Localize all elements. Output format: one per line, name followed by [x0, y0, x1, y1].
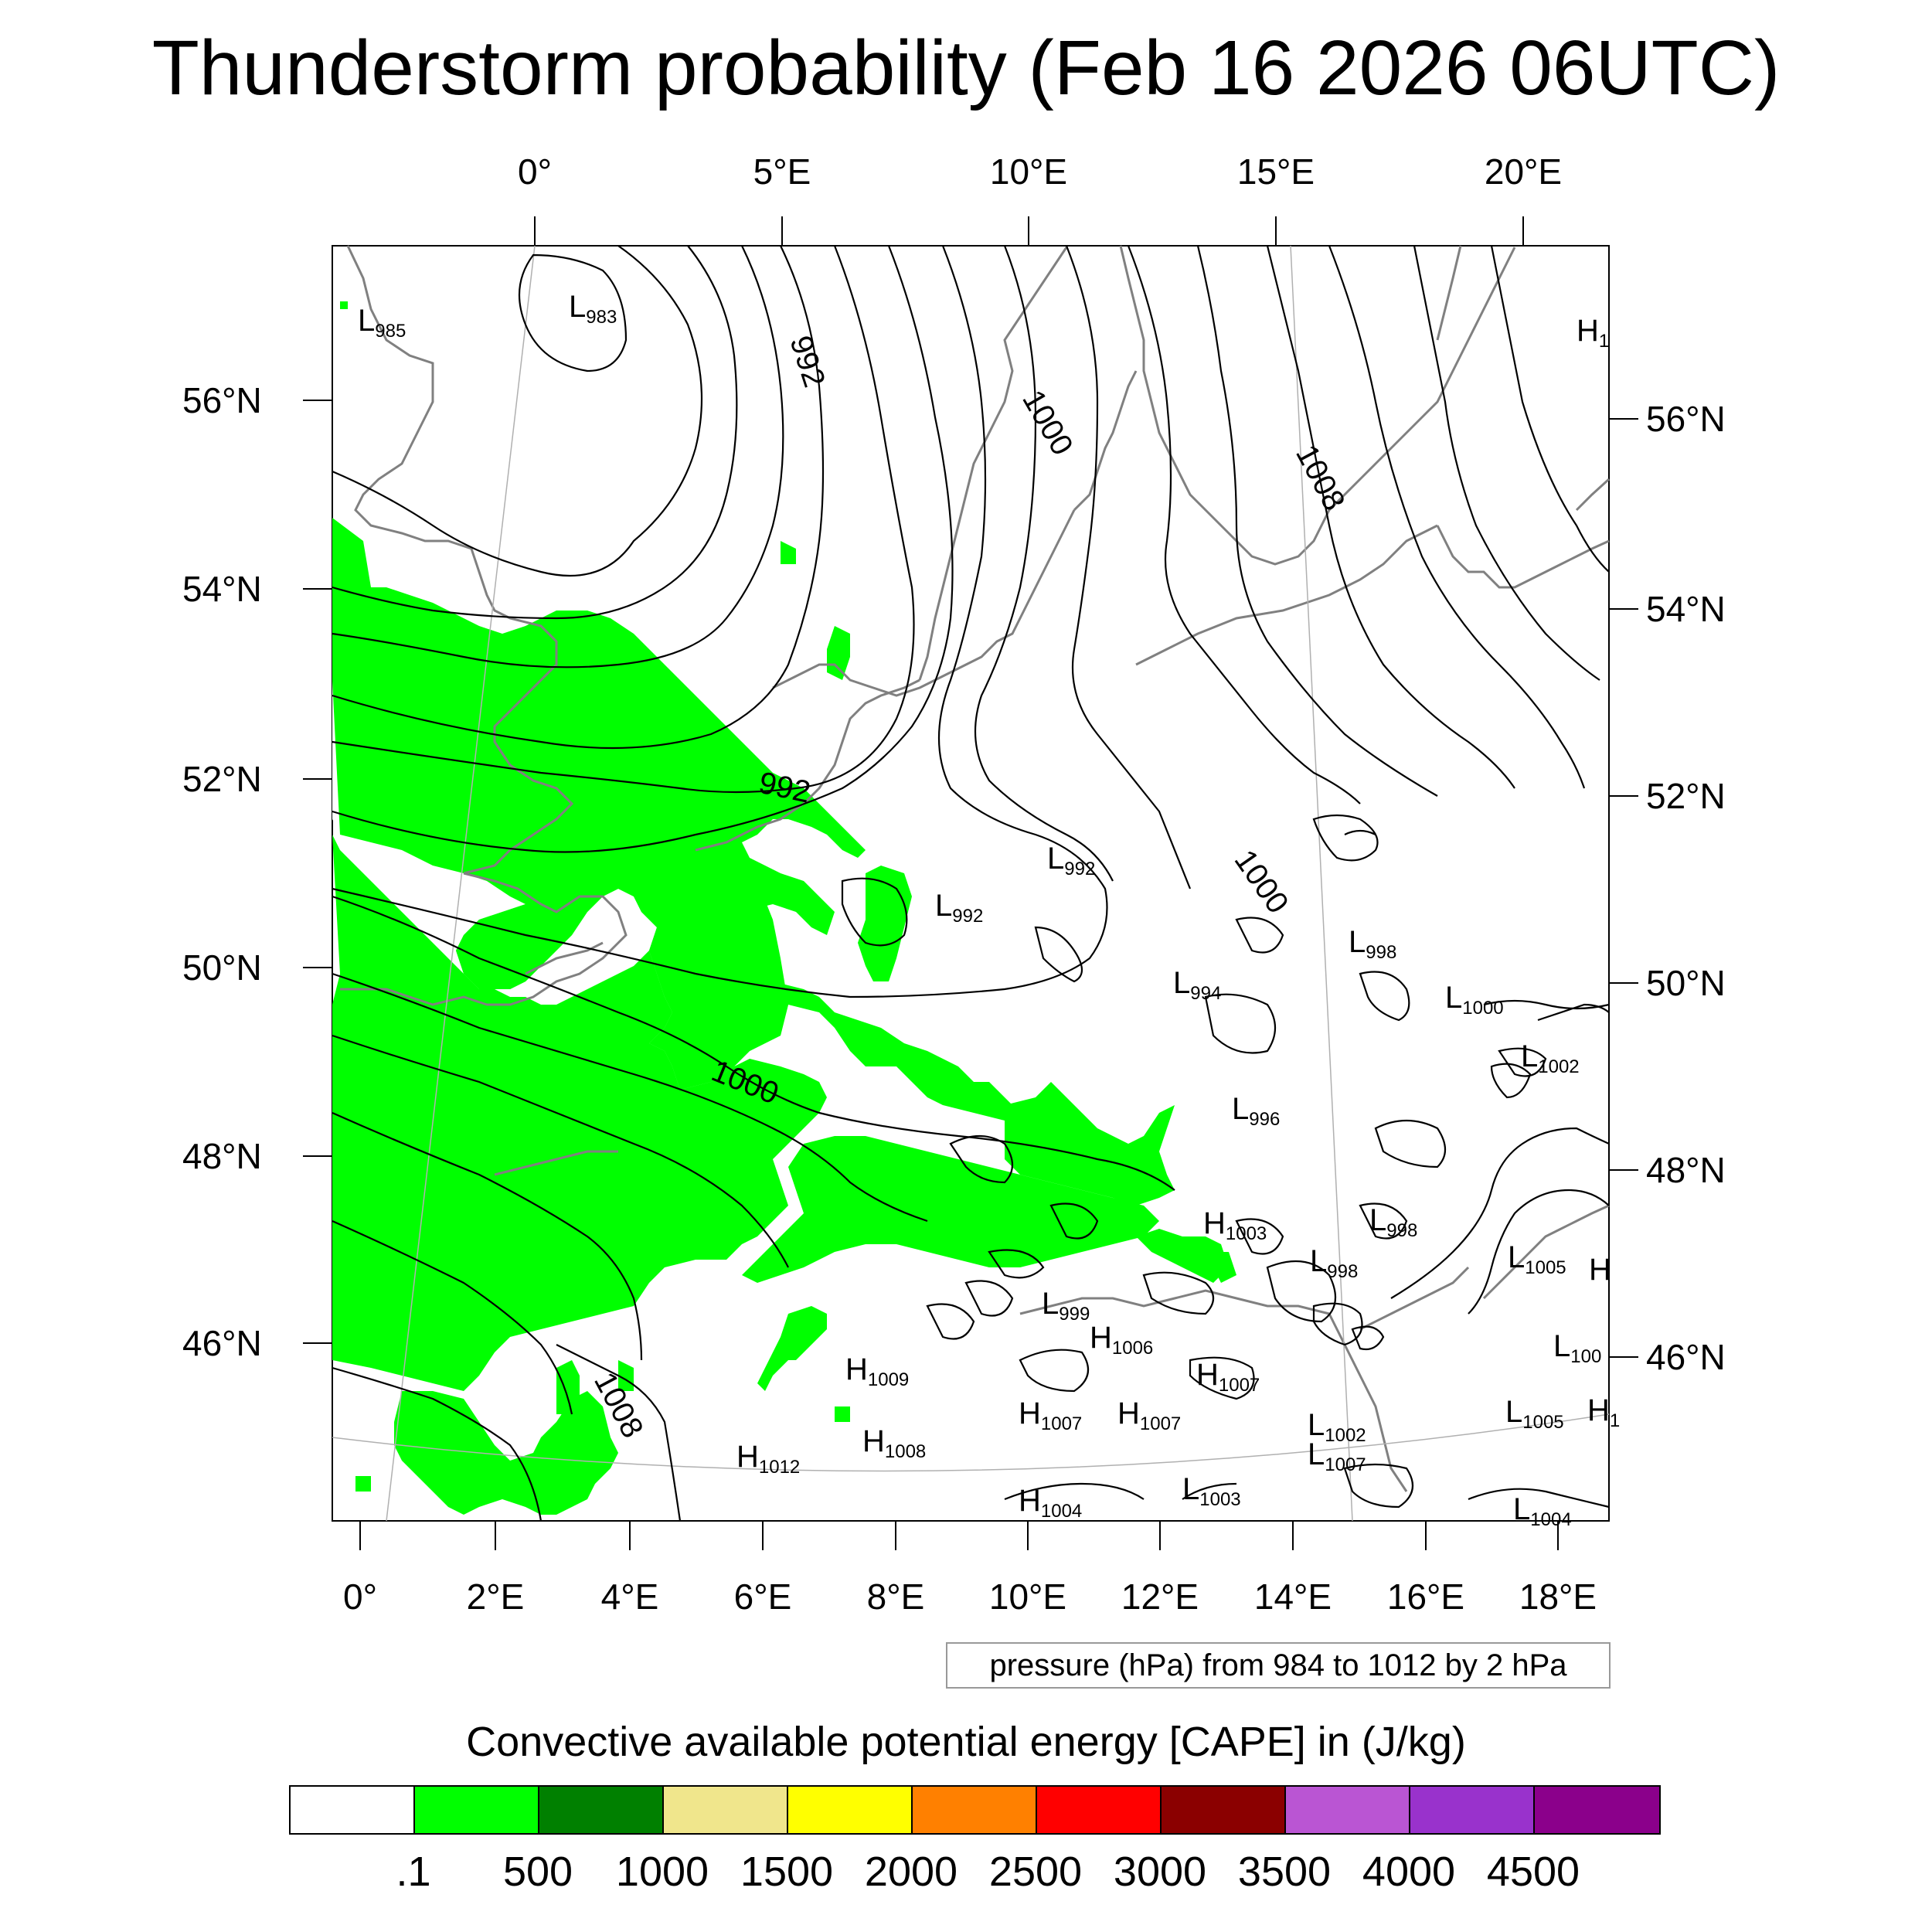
bottom-lon-label: 16°E [1386, 1577, 1465, 1617]
top-lon-label: 0° [518, 151, 552, 192]
pressure-label: L100 [1553, 1329, 1601, 1367]
colorbar [289, 1785, 1661, 1835]
colorbar-label: .1 [396, 1849, 431, 1895]
bottom-lon-label: 4°E [600, 1577, 659, 1617]
colorbar-label: 4000 [1362, 1849, 1456, 1895]
bottom-lon-label: 12°E [1121, 1577, 1199, 1617]
colorbar-swatch [913, 1787, 1037, 1833]
axis-ticks [303, 216, 1638, 1550]
left-lat-label: 54°N [182, 569, 262, 609]
colorbar-swatch [1162, 1787, 1286, 1833]
cape-shading [332, 301, 1236, 1515]
chart-title: Thunderstorm probability (Feb 16 2026 06… [151, 25, 1781, 111]
pressure-label: H1 [1577, 314, 1609, 352]
contour-legend: pressure (hPa) from 984 to 1012 by 2 hPa [946, 1642, 1611, 1689]
graticule [332, 245, 1610, 1522]
pressure-label: H1006 [1090, 1321, 1153, 1359]
colorbar-swatch [291, 1787, 415, 1833]
coastlines [340, 245, 1611, 1492]
pressure-label: L992 [935, 889, 983, 927]
right-lat-label: 52°N [1646, 776, 1726, 816]
bottom-lon-label: 8°E [866, 1577, 925, 1617]
left-lat-label: 50°N [182, 947, 262, 988]
colorbar-title: Convective available potential energy [C… [466, 1719, 1466, 1765]
colorbar-label: 2500 [988, 1849, 1083, 1895]
colorbar-swatch [415, 1787, 539, 1833]
right-lat-label: 50°N [1646, 963, 1726, 1003]
pressure-label: H1009 [845, 1352, 909, 1390]
top-lon-label: 5°E [753, 151, 811, 192]
pressure-label: L1003 [1182, 1472, 1241, 1510]
pressure-label: L996 [1232, 1092, 1280, 1130]
right-lat-label: 56°N [1646, 399, 1726, 439]
pressure-label: L1005 [1505, 1395, 1564, 1433]
pressure-label: H [1589, 1253, 1611, 1287]
colorbar-swatch [539, 1787, 664, 1833]
bottom-lon-label: 0° [343, 1577, 377, 1617]
colorbar-label: 1500 [740, 1849, 834, 1895]
colorbar-label: 2000 [864, 1849, 958, 1895]
pressure-label: H1008 [862, 1424, 926, 1462]
pressure-label: L983 [569, 290, 617, 328]
right-lat-label: 46°N [1646, 1337, 1726, 1377]
colorbar-swatch [664, 1787, 788, 1833]
pressure-label: L999 [1042, 1287, 1090, 1325]
pressure-label: H1007 [1196, 1358, 1260, 1396]
pressure-label: L998 [1349, 925, 1396, 963]
pressure-label: L992 [1047, 842, 1095, 879]
pressure-label: H1007 [1019, 1396, 1082, 1434]
pressure-label: L1002 [1521, 1039, 1580, 1077]
colorbar-label: 3000 [1113, 1849, 1207, 1895]
colorbar-swatch [1410, 1787, 1535, 1833]
pressure-label: L1005 [1508, 1240, 1566, 1278]
bottom-lon-label: 6°E [733, 1577, 792, 1617]
bottom-lon-label: 2°E [466, 1577, 525, 1617]
pressure-label: H1012 [736, 1440, 800, 1478]
left-lat-label: 56°N [182, 380, 262, 420]
left-lat-label: 52°N [182, 759, 262, 799]
pressure-label: H1007 [1117, 1396, 1181, 1434]
colorbar-swatch [788, 1787, 913, 1833]
pressure-label: L1002 [1308, 1408, 1366, 1446]
top-lon-label: 10°E [989, 151, 1068, 192]
colorbar-label: 500 [502, 1849, 573, 1895]
colorbar-swatch [1037, 1787, 1162, 1833]
pressure-label: L994 [1173, 966, 1221, 1004]
pressure-label: L1000 [1445, 981, 1504, 1019]
pressure-label: L1004 [1513, 1492, 1572, 1530]
right-lat-label: 48°N [1646, 1150, 1726, 1190]
top-lon-label: 20°E [1484, 151, 1563, 192]
bottom-lon-label: 18°E [1519, 1577, 1597, 1617]
pressure-label: L985 [358, 304, 406, 342]
colorbar-label: 3500 [1237, 1849, 1332, 1895]
pressure-label: L998 [1310, 1244, 1358, 1282]
top-lon-label: 15°E [1236, 151, 1315, 192]
pressure-label: H1004 [1019, 1484, 1082, 1522]
colorbar-swatch [1535, 1787, 1659, 1833]
pressure-label: H1 [1587, 1393, 1620, 1431]
colorbar-label: 4500 [1486, 1849, 1580, 1895]
pressure-label: L998 [1369, 1203, 1417, 1241]
pressure-label: L1007 [1308, 1437, 1366, 1475]
right-lat-label: 54°N [1646, 589, 1726, 629]
colorbar-swatch [1286, 1787, 1410, 1833]
pressure-label: H1003 [1203, 1206, 1267, 1244]
left-lat-label: 48°N [182, 1136, 262, 1176]
left-lat-label: 46°N [182, 1323, 262, 1363]
bottom-lon-label: 10°E [988, 1577, 1067, 1617]
bottom-lon-label: 14°E [1253, 1577, 1332, 1617]
colorbar-label: 1000 [615, 1849, 709, 1895]
pressure-contours [332, 245, 1610, 1522]
